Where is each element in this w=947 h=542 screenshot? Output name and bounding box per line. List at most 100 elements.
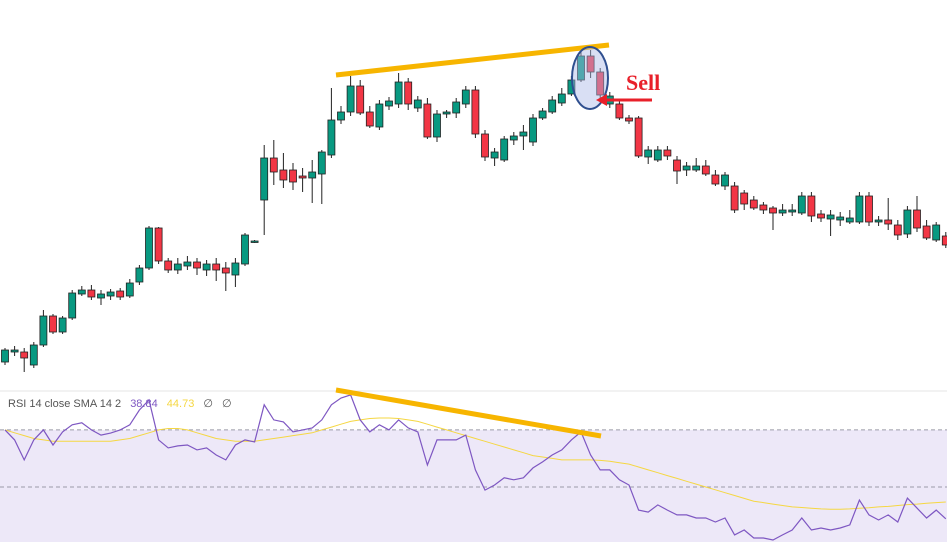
rsi-line xyxy=(4,394,947,541)
candle-body xyxy=(241,234,249,265)
candle-body xyxy=(289,169,297,183)
candle-body xyxy=(721,174,729,187)
candle-body xyxy=(865,195,873,223)
candle-body xyxy=(845,217,854,223)
candle-body xyxy=(740,192,749,205)
candle-body xyxy=(193,261,201,269)
candle-body xyxy=(490,151,499,159)
candle-body xyxy=(1,349,9,363)
candle-body xyxy=(423,103,432,138)
candle-body xyxy=(173,263,182,271)
candle-body xyxy=(221,267,230,274)
candle-body xyxy=(442,111,451,115)
candle-body xyxy=(586,55,595,73)
candle-body xyxy=(797,195,806,214)
candle-body xyxy=(701,165,710,175)
candle-body xyxy=(327,119,336,156)
sell-label: Sell xyxy=(626,70,660,95)
candle-body xyxy=(452,101,461,114)
candle-body xyxy=(39,315,48,346)
candle-body xyxy=(529,117,537,143)
candle-body xyxy=(548,99,557,113)
rsi-legend: RSI 14 close SMA 14 2 38.84 44.73 ∅ ∅ xyxy=(8,397,238,410)
candle-body xyxy=(164,260,173,271)
sma-last-value: 44.73 xyxy=(166,398,195,410)
candle-body xyxy=(29,344,38,366)
candle-body xyxy=(77,289,86,295)
rsi-last-value: 38.84 xyxy=(130,398,158,410)
candle-body xyxy=(145,227,153,269)
price-trend-line xyxy=(335,42,610,78)
price-pane xyxy=(1,50,947,372)
candle-body xyxy=(749,199,758,209)
candle-body xyxy=(116,290,125,298)
candle-body xyxy=(269,157,278,173)
candle-body xyxy=(874,219,883,223)
candle-body xyxy=(10,349,19,353)
candle-body xyxy=(58,317,67,333)
candle-body xyxy=(644,149,653,158)
candle-body xyxy=(97,293,105,299)
candle-body xyxy=(68,292,77,319)
candle-body xyxy=(202,263,211,271)
candle-body xyxy=(826,214,835,220)
candle-body xyxy=(922,225,931,239)
candle-body xyxy=(500,138,509,161)
candle-body xyxy=(557,93,566,104)
sma-line xyxy=(4,417,946,510)
candle-body xyxy=(682,165,691,171)
candle-body xyxy=(375,103,384,128)
candle-body xyxy=(231,262,240,276)
candle-body xyxy=(788,209,797,213)
candle-body xyxy=(413,99,422,109)
candle-body xyxy=(519,131,528,137)
candle-body xyxy=(308,171,317,179)
legend-extra: ∅ xyxy=(222,398,232,410)
candle-body xyxy=(87,289,96,298)
candle-body xyxy=(125,282,134,297)
candle-body xyxy=(317,151,326,175)
candle-body xyxy=(461,89,470,105)
candle-body xyxy=(260,157,269,201)
candle-body xyxy=(49,315,57,333)
candle-body xyxy=(106,291,115,297)
candle-body xyxy=(730,185,739,211)
candle-body xyxy=(538,110,547,119)
legend-extra: ∅ xyxy=(203,398,213,410)
candle-body xyxy=(663,149,672,157)
candle-body xyxy=(337,111,345,121)
candle-body xyxy=(365,111,374,127)
candle-body xyxy=(903,209,912,235)
candle-body xyxy=(778,209,787,214)
candle-body xyxy=(250,240,259,243)
candle-body xyxy=(769,207,777,214)
candle-body xyxy=(471,89,480,135)
rsi-trend-line xyxy=(335,387,602,439)
candle-body xyxy=(509,135,518,141)
candle-body xyxy=(154,227,163,262)
candle-body xyxy=(279,169,288,181)
candle-body xyxy=(212,263,221,271)
candle-body xyxy=(817,213,825,219)
candle-body xyxy=(20,351,29,359)
candle-body xyxy=(836,216,845,221)
candle-body xyxy=(673,159,681,172)
candle-body xyxy=(884,219,893,225)
candle-body xyxy=(653,149,662,161)
candle-body xyxy=(577,55,585,81)
rsi-pane xyxy=(0,394,947,542)
rsi-band xyxy=(0,429,947,542)
candle-body xyxy=(346,85,355,113)
candle-body xyxy=(932,224,941,241)
highlight-ellipse xyxy=(571,46,609,110)
candle-body xyxy=(893,224,902,236)
candle-body xyxy=(394,81,403,105)
annotations: Sell xyxy=(335,42,660,439)
candle-body xyxy=(711,174,720,185)
candle-body xyxy=(481,133,489,158)
candle-body xyxy=(433,113,441,138)
candle-body xyxy=(183,261,192,267)
candle-body xyxy=(596,71,605,96)
candle-body xyxy=(625,117,633,122)
